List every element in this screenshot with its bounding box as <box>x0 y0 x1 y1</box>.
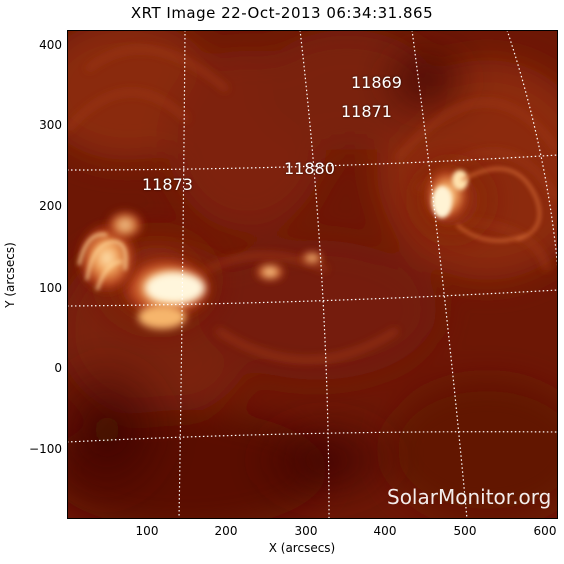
x-axis-label: X (arcsecs) <box>268 541 336 555</box>
y-tick-neg100: −100 <box>29 442 62 456</box>
y-tick-300: 300 <box>39 118 62 132</box>
x-tick-600: 600 <box>533 524 557 538</box>
active-region-11873 <box>75 209 237 350</box>
xrt-image-svg <box>67 30 558 519</box>
region-label-11873: 11873 <box>142 175 193 194</box>
y-tick-400: 400 <box>39 38 62 52</box>
bright-points-center <box>254 251 324 282</box>
x-tick-500: 500 <box>453 524 477 538</box>
region-label-11880: 11880 <box>284 159 335 178</box>
solar-image: 11869 11871 11880 11873 SolarMonitor.org <box>67 30 558 519</box>
lat-lon-grid <box>67 30 558 519</box>
watermark-text: SolarMonitor.org <box>387 485 552 509</box>
y-axis-label: Y (arcsecs) <box>3 242 17 308</box>
image-title: XRT Image 22-Oct-2013 06:34:31.865 <box>130 4 434 22</box>
y-tick-0: 0 <box>54 361 62 375</box>
y-tick-100: 100 <box>39 281 62 295</box>
x-tick-400: 400 <box>373 524 397 538</box>
x-tick-100: 100 <box>135 524 159 538</box>
x-tick-200: 200 <box>214 524 238 538</box>
region-label-11871: 11871 <box>341 102 392 121</box>
y-tick-200: 200 <box>39 199 62 213</box>
region-label-11869: 11869 <box>351 73 402 92</box>
x-tick-300: 300 <box>294 524 318 538</box>
